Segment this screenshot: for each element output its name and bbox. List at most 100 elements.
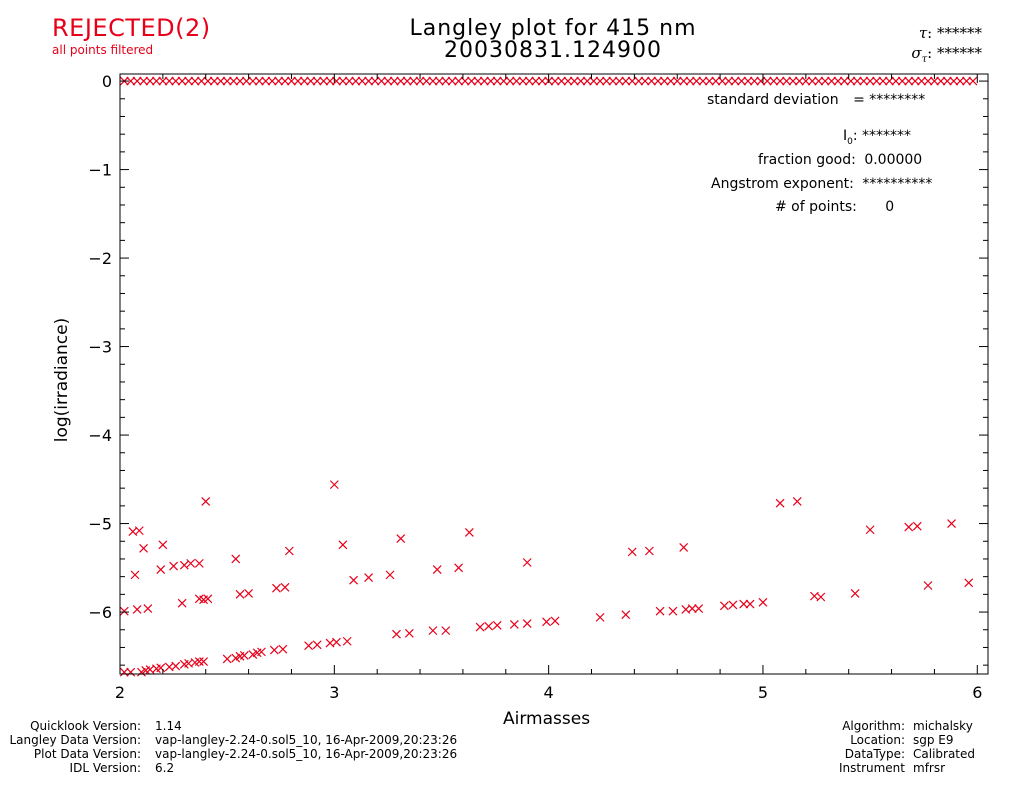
data-point: [364, 573, 374, 582]
data-point: [964, 578, 974, 588]
data-point: [531, 76, 541, 86]
data-point: [595, 612, 605, 622]
data-point: [758, 597, 768, 607]
data-point: [156, 565, 166, 574]
npoints-label: # of points:: [775, 199, 857, 215]
data-point: [512, 76, 521, 86]
location-value: sgp E9: [913, 733, 954, 747]
data-point: [647, 76, 656, 86]
angstrom-label: Angstrom exponent:: [711, 176, 854, 192]
data-point: [923, 76, 933, 86]
angstrom-value: **********: [862, 176, 933, 192]
data-point: [139, 76, 148, 86]
data-point: [955, 76, 965, 86]
data-point: [492, 76, 502, 86]
data-point: [859, 76, 869, 86]
data-point: [492, 620, 502, 630]
data-point: [569, 76, 579, 86]
data-point: [287, 76, 296, 86]
data-point: [794, 76, 804, 86]
data-point: [745, 599, 755, 609]
data-point: [917, 76, 926, 86]
data-point: [484, 621, 494, 631]
data-point: [589, 76, 599, 86]
data-point: [312, 640, 322, 650]
plot-data-version-value: vap-langley-2.24-0.sol5_10, 16-Apr-2009,…: [155, 747, 458, 761]
y-tick-label: −4: [88, 426, 112, 445]
npoints-readout: # of points: 0: [775, 199, 894, 215]
data-point: [338, 76, 348, 86]
stddev-label: standard deviation: [707, 92, 839, 108]
data-point: [627, 547, 637, 557]
data-point: [209, 76, 219, 86]
data-point: [203, 76, 213, 86]
data-point: [272, 583, 281, 593]
npoints-value: 0: [885, 199, 895, 215]
data-point: [257, 647, 266, 657]
langley-data-version-value: vap-langley-2.24-0.sol5_10, 16-Apr-2009,…: [155, 733, 458, 747]
data-point: [473, 76, 483, 86]
data-point: [929, 76, 939, 86]
data-point: [602, 76, 611, 86]
data-point: [280, 582, 290, 592]
data-point: [655, 606, 665, 616]
data-point: [396, 534, 406, 544]
data-point: [614, 76, 624, 86]
data-point: [370, 76, 380, 86]
data-point: [222, 76, 232, 86]
data-point: [769, 76, 779, 86]
data-point: [248, 76, 258, 86]
quicklook-version-label: Quicklook Version:: [30, 719, 141, 733]
data-point: [685, 76, 695, 86]
data-point: [852, 76, 862, 86]
location-label: Location:: [850, 733, 905, 747]
data-point: [582, 76, 592, 86]
data-point: [242, 76, 251, 86]
data-point: [254, 76, 264, 86]
data-point: [640, 76, 650, 86]
data-point: [319, 76, 329, 86]
data-point: [782, 76, 791, 86]
data-point: [344, 76, 354, 86]
tau-symbol: τ: [918, 24, 928, 42]
data-point: [428, 76, 438, 86]
data-point: [499, 76, 509, 86]
data-point: [332, 637, 341, 647]
data-point: [627, 76, 637, 86]
data-point: [364, 76, 374, 86]
data-point: [428, 626, 438, 636]
data-point: [608, 76, 618, 86]
i0-subscript: 0: [847, 136, 853, 147]
stddev-value: = ********: [853, 92, 926, 108]
sigma-value: : ******: [927, 44, 982, 62]
data-point: [422, 76, 431, 86]
data-point: [595, 76, 605, 86]
data-point: [164, 76, 174, 86]
data-point: [524, 76, 534, 86]
data-point: [231, 554, 241, 564]
data-point: [269, 645, 279, 655]
data-point: [912, 521, 922, 531]
data-point: [542, 617, 551, 627]
sigma-symbol: σ: [911, 44, 922, 62]
data-point: [338, 540, 348, 550]
x-tick-label: 4: [544, 683, 554, 702]
data-point: [385, 570, 395, 580]
data-point: [325, 76, 335, 86]
data-point: [177, 76, 187, 86]
idl-version-label: IDL Version:: [69, 761, 141, 775]
fraction-good-value: 0.00000: [864, 152, 923, 168]
data-point: [280, 76, 290, 86]
y-tick-label: −1: [88, 161, 112, 180]
data-point: [222, 654, 232, 664]
data-point: [634, 76, 644, 86]
data-point: [621, 76, 631, 86]
data-point: [792, 497, 802, 506]
data-point: [402, 76, 412, 86]
data-point: [184, 76, 194, 86]
data-point: [186, 558, 196, 568]
x-tick-label: 3: [329, 683, 339, 702]
data-point: [878, 76, 888, 86]
data-point: [203, 594, 213, 604]
